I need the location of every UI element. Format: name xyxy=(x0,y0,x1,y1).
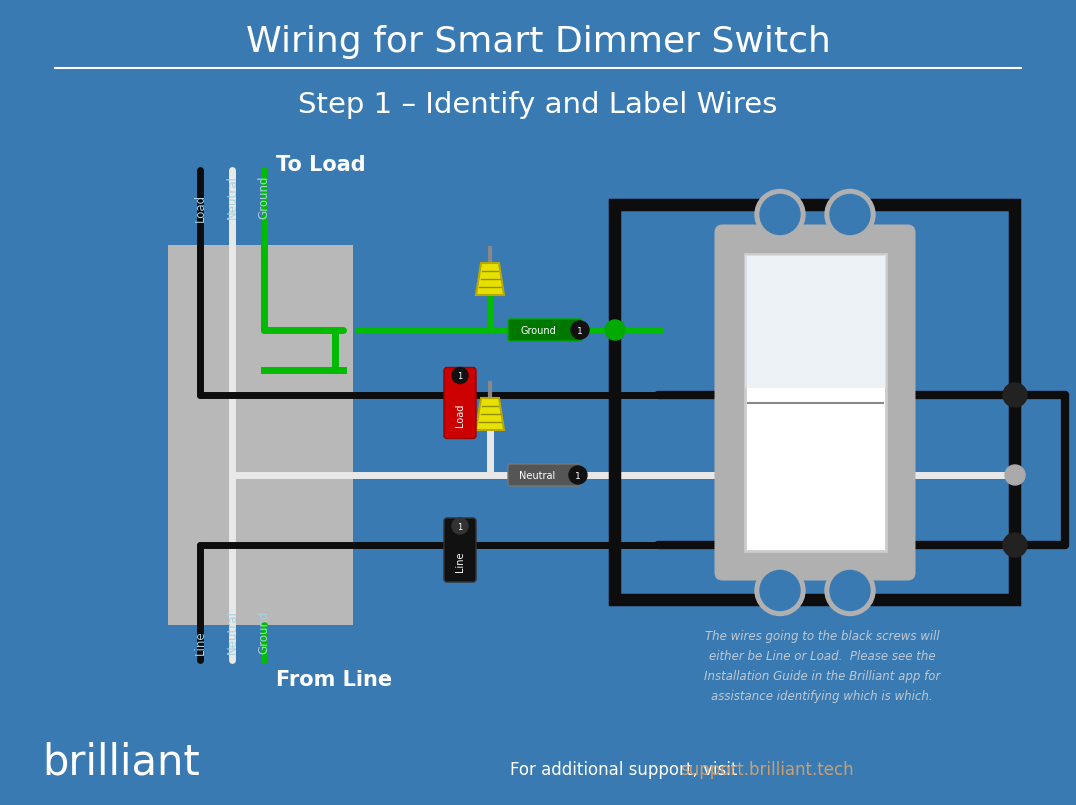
Circle shape xyxy=(760,571,799,610)
Circle shape xyxy=(755,189,805,240)
Circle shape xyxy=(452,518,468,534)
Text: Line: Line xyxy=(455,551,465,572)
Text: To Load: To Load xyxy=(277,155,366,175)
Circle shape xyxy=(760,195,799,234)
Text: Neutral: Neutral xyxy=(226,175,239,220)
Text: Ground: Ground xyxy=(520,326,556,336)
Text: 1: 1 xyxy=(576,472,581,481)
FancyBboxPatch shape xyxy=(714,225,916,580)
FancyBboxPatch shape xyxy=(444,368,476,439)
Bar xyxy=(168,245,353,625)
Text: brilliant: brilliant xyxy=(42,741,200,783)
Circle shape xyxy=(571,321,589,339)
FancyBboxPatch shape xyxy=(444,518,476,582)
Circle shape xyxy=(1003,383,1027,407)
Text: Load: Load xyxy=(455,404,465,427)
Text: Neutral: Neutral xyxy=(519,471,555,481)
Text: 1: 1 xyxy=(457,522,463,531)
FancyBboxPatch shape xyxy=(508,464,580,486)
Circle shape xyxy=(605,320,625,340)
Text: support.brilliant.tech: support.brilliant.tech xyxy=(680,761,853,779)
Circle shape xyxy=(755,565,805,616)
Text: Wiring for Smart Dimmer Switch: Wiring for Smart Dimmer Switch xyxy=(245,25,831,59)
Polygon shape xyxy=(476,263,504,295)
Circle shape xyxy=(569,466,587,484)
Circle shape xyxy=(830,195,870,234)
FancyBboxPatch shape xyxy=(508,319,582,341)
Text: From Line: From Line xyxy=(277,670,392,690)
Text: For additional support, visit: For additional support, visit xyxy=(510,761,742,779)
Polygon shape xyxy=(476,398,504,430)
Circle shape xyxy=(830,571,870,610)
Bar xyxy=(745,254,886,388)
Circle shape xyxy=(825,565,875,616)
Text: Ground: Ground xyxy=(257,611,270,654)
Text: Load: Load xyxy=(194,193,207,221)
Text: The wires going to the black screws will
either be Line or Load.  Please see the: The wires going to the black screws will… xyxy=(704,630,940,703)
Circle shape xyxy=(1005,465,1025,485)
Text: Ground: Ground xyxy=(257,175,270,219)
Text: 1: 1 xyxy=(577,327,583,336)
Circle shape xyxy=(1003,533,1027,557)
FancyBboxPatch shape xyxy=(745,254,886,551)
Circle shape xyxy=(825,189,875,240)
Text: Neutral: Neutral xyxy=(226,610,239,654)
Text: Line: Line xyxy=(194,630,207,654)
Circle shape xyxy=(452,368,468,383)
Text: 1: 1 xyxy=(457,372,463,381)
Text: Step 1 – Identify and Label Wires: Step 1 – Identify and Label Wires xyxy=(298,91,778,119)
